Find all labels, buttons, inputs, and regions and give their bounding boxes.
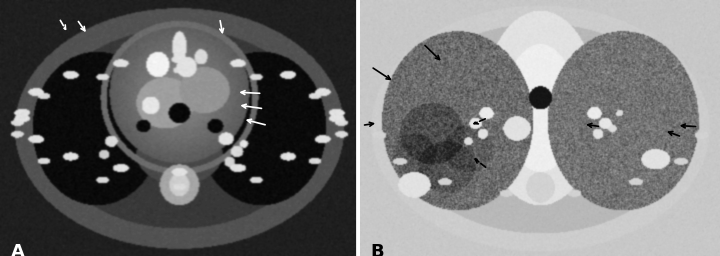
Text: A: A xyxy=(11,243,24,256)
Text: B: B xyxy=(371,243,384,256)
